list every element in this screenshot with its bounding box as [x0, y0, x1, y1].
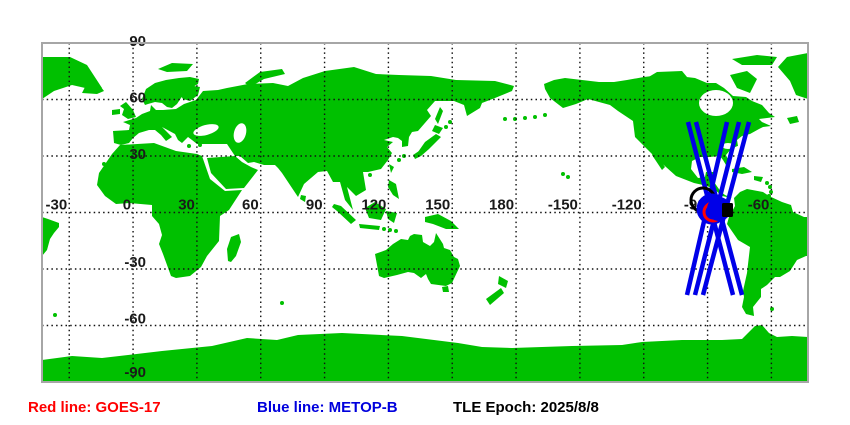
landmass-hispaniola [754, 176, 763, 182]
landmass-sulawesi [386, 211, 397, 223]
island-dot [543, 113, 547, 117]
landmass-sakhalin [435, 107, 443, 124]
landmass-sumatra [332, 204, 356, 224]
lat-tick-label--90: -90 [124, 364, 146, 381]
island-dot [394, 229, 398, 233]
landmass-novaya-zemlya [245, 69, 285, 87]
satellite-tracks-layer [684, 121, 752, 296]
landmass-victoria-banks-islands [642, 71, 687, 86]
landmass-madagascar [227, 234, 241, 262]
landmass-ireland [112, 109, 120, 115]
landmass-svalbard [158, 63, 193, 72]
landmass-iceland [82, 87, 104, 94]
island-dot [769, 190, 773, 194]
island-dot [533, 115, 537, 119]
island-dot [382, 227, 386, 231]
island-dot [503, 117, 507, 121]
lon-tick-label-0: 0 [123, 197, 131, 214]
lat-tick-label-30: 30 [129, 146, 146, 163]
water-hudson-bay [699, 90, 733, 116]
island-dot [280, 301, 284, 305]
lon-tick-label--30: -30 [46, 197, 68, 214]
landmass-great-britain [120, 102, 136, 119]
map-base-layer [42, 43, 808, 382]
island-dot [770, 307, 774, 311]
landmass-africa [97, 143, 242, 278]
landmass-honshu [418, 134, 441, 156]
lon-tick-label-120: 120 [361, 197, 386, 214]
landmass-new-guinea [425, 214, 459, 229]
landmass-antarctica [42, 325, 808, 382]
landmass-hokkaido [432, 125, 443, 134]
lon-tick-label-60: 60 [242, 197, 259, 214]
lat-tick-label-60: 60 [129, 90, 146, 107]
landmass-australia [375, 233, 460, 286]
map-border [41, 42, 809, 383]
landmass-eurasia [113, 67, 514, 210]
landmass-new-zealand-south [486, 288, 504, 305]
landmass-philippines [388, 180, 399, 199]
lon-tick-label--60: -60 [748, 197, 770, 214]
island-dot [397, 158, 401, 162]
map-grid-labels: -30 0 30 60 90 120 150 180 -150 -120 -90 -60 90 60 30 -… [46, 33, 770, 381]
island-dot [368, 173, 372, 177]
landmass-greenland-east [42, 57, 102, 99]
lon-tick-label--120: -120 [612, 197, 642, 214]
island-dot [198, 143, 202, 147]
island-dot [444, 125, 448, 129]
landmass-scandinavia [142, 77, 199, 108]
landmass-taiwan [389, 164, 394, 173]
island-dot [187, 144, 191, 148]
lon-tick-label-30: 30 [178, 197, 195, 214]
lat-tick-label-90: 90 [129, 33, 146, 50]
island-dot [448, 120, 452, 124]
landmass-south-america [727, 189, 808, 316]
landmass-greenland-west [778, 53, 808, 99]
legend-tle-epoch: TLE Epoch: 2025/8/8 [453, 399, 599, 416]
landmass-finland [179, 85, 200, 101]
island-dot [523, 116, 527, 120]
lon-tick-label-180: 180 [489, 197, 514, 214]
island-dot [53, 313, 57, 317]
water-caspian-sea [233, 123, 247, 143]
landmass-tasmania [442, 286, 449, 292]
landmass-ellesmere-island [732, 55, 777, 65]
legend-blue-line: Blue line: METOP-B [257, 399, 398, 416]
lat-tick-label--60: -60 [124, 311, 146, 328]
landmass-arabia [207, 156, 258, 189]
island-dot [767, 194, 771, 198]
lon-tick-label-90: 90 [306, 197, 323, 214]
island-dot [765, 181, 769, 185]
lon-tick-label--150: -150 [548, 197, 578, 214]
island-dot [513, 117, 517, 121]
landmass-baffin-island [730, 71, 757, 93]
lon-tick-label-150: 150 [425, 197, 450, 214]
island-dot [561, 172, 565, 176]
landmass-newfoundland [787, 116, 799, 124]
landmass-borneo [365, 202, 386, 220]
landmass-new-zealand-north [498, 276, 508, 288]
island-dot [566, 175, 570, 179]
lat-tick-label--30: -30 [124, 254, 146, 271]
legend-red-line: Red line: GOES-17 [28, 399, 161, 416]
landmass-brazil-east [42, 217, 59, 256]
landmass-baja-california [652, 151, 665, 170]
island-dot [768, 185, 772, 189]
island-dot [102, 162, 106, 166]
ground-site-square-marker [722, 203, 733, 217]
landmass-java [359, 224, 380, 230]
water-black-sea [193, 124, 219, 136]
landmass-sri-lanka [300, 195, 306, 202]
